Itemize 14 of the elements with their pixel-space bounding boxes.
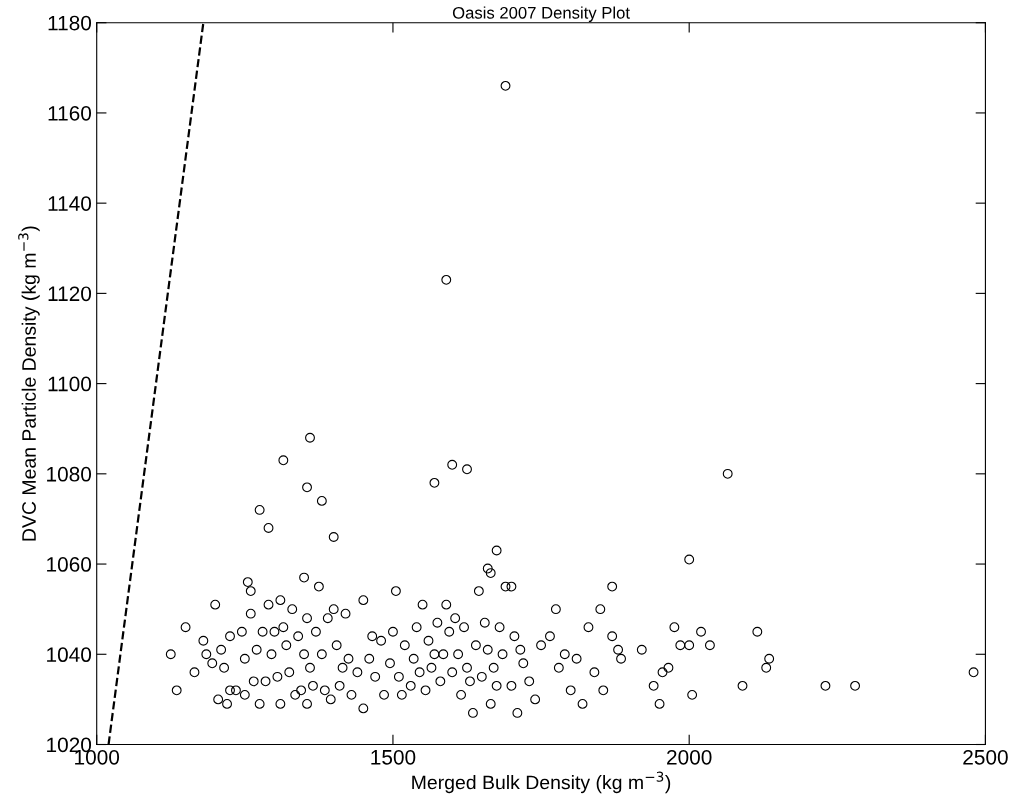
y-axis-title: DVC Mean Particle Density (kg m$^{−3}$) [18, 226, 40, 541]
x-axis-title: Merged Bulk Density (kg m$^{−3}$) [412, 771, 671, 794]
y-tick-label: 1080 [47, 466, 92, 482]
y-tick-label: 1160 [48, 105, 92, 121]
y-tick-label: 1120 [48, 286, 92, 302]
y-tick-label: 1180 [48, 15, 92, 31]
chart-title: Oasis 2007 Density Plot [452, 6, 630, 22]
x-tick-label: 1500 [371, 749, 416, 765]
y-tick-label: 1140 [48, 196, 92, 211]
y-tick-label: 1060 [47, 557, 92, 572]
x-tick-label: 2000 [667, 749, 712, 765]
x-tick-label: 2500 [963, 749, 1008, 765]
y-tick-label: 1100 [48, 376, 92, 392]
y-tick-label: 1040 [47, 647, 92, 663]
